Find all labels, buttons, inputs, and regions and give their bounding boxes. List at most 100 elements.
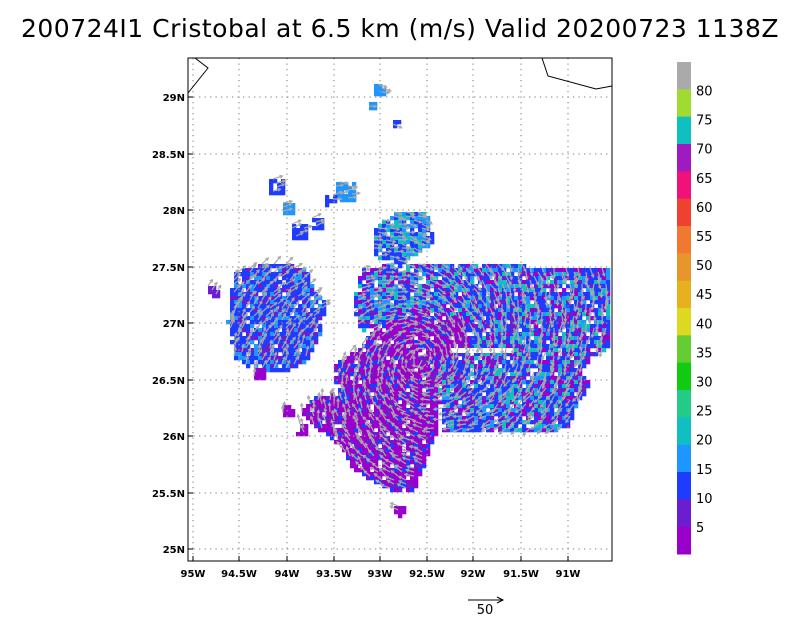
echo-cell [394, 260, 399, 265]
wind-vector-arrowhead [547, 349, 552, 354]
echo-cell [382, 336, 387, 341]
echo-cell [394, 408, 399, 413]
echo-cell [502, 376, 507, 381]
echo-cell [294, 320, 299, 325]
wind-vector-arrow [401, 243, 412, 249]
wind-vector-arrowhead [399, 230, 404, 235]
echo-cell [466, 400, 471, 405]
wind-vector-arrow [401, 356, 404, 365]
echo-cell [286, 364, 291, 369]
echo-cell [514, 300, 519, 305]
wind-vector-arrow [533, 291, 537, 300]
echo-cell [498, 356, 503, 361]
echo-cell [526, 380, 531, 385]
echo-cell [514, 372, 519, 377]
wind-vector-arrowhead [493, 306, 498, 311]
echo-cell [282, 320, 287, 325]
echo-cell [450, 300, 455, 305]
wind-vector-arrow [409, 295, 420, 300]
wind-vector-arrow [369, 318, 376, 325]
echo-cell [494, 380, 499, 385]
wind-vector-arrowhead [299, 318, 303, 323]
echo-cell [250, 288, 255, 293]
echo-cell [454, 324, 459, 329]
echo-cell [410, 352, 415, 357]
echo-cell [250, 304, 255, 309]
echo-cell [362, 408, 367, 413]
echo-cell [344, 186, 349, 191]
echo-cell [394, 432, 399, 437]
wind-vector-arrow [285, 318, 292, 325]
echo-cell [306, 280, 311, 285]
echo-cell [582, 328, 587, 333]
echo-cell [598, 312, 603, 317]
echo-cell [234, 328, 239, 333]
echo-cell [302, 320, 307, 325]
echo-cell [394, 484, 399, 489]
wind-vector-arrowhead [530, 328, 535, 333]
echo-cell [258, 352, 263, 357]
echo-cell [346, 360, 351, 365]
echo-cell [304, 424, 309, 429]
echo-cell [318, 428, 323, 433]
echo-cell [402, 344, 407, 349]
echo-cell [290, 364, 295, 369]
echo-cell [338, 376, 343, 381]
wind-vector-arrow [377, 308, 386, 313]
echo-cell [274, 320, 279, 325]
echo-cell [394, 476, 399, 481]
echo-cell [394, 376, 399, 381]
echo-cell [442, 276, 447, 281]
wind-vector-arrowhead [578, 368, 583, 373]
echo-cell [370, 372, 375, 377]
echo-cell [326, 432, 331, 437]
echo-cell [374, 388, 379, 393]
wind-vector-arrow [257, 311, 263, 321]
echo-cell [430, 400, 435, 405]
echo-cell [262, 312, 267, 317]
echo-cell [542, 296, 547, 301]
wind-vector-arrowhead [554, 343, 559, 348]
echo-cell [390, 348, 395, 353]
wind-vector-arrowhead [508, 281, 512, 286]
echo-cell [582, 324, 587, 329]
echo-cell [522, 428, 527, 433]
wind-vector-arrow [467, 367, 475, 377]
echo-cell [258, 372, 263, 377]
wind-vector-arrow [253, 325, 259, 333]
wind-vector-arrowhead [439, 305, 444, 309]
wind-vector-arrowhead [442, 290, 447, 295]
echo-cell [546, 272, 551, 277]
echo-cell [578, 276, 583, 281]
echo-cell [530, 404, 535, 409]
echo-cell [518, 268, 523, 273]
wind-vector-arrowhead [379, 237, 384, 242]
wind-vector-arrow [277, 281, 286, 289]
wind-vector-arrow [313, 310, 320, 317]
echo-cell [230, 288, 235, 293]
wind-vector-arrow [273, 287, 281, 293]
echo-cell [526, 420, 531, 425]
wind-vector-arrowhead [445, 269, 450, 273]
echo-cell [494, 408, 499, 413]
wind-vector-arrow [353, 306, 363, 313]
wind-vector-arrow [550, 359, 555, 369]
echo-cell [554, 348, 559, 353]
echo-cell [418, 368, 423, 373]
echo-cell [570, 280, 575, 285]
echo-cell [554, 292, 559, 297]
wind-vector-arrowhead [237, 278, 242, 282]
echo-cell [538, 380, 543, 385]
wind-vector-arrowhead [301, 292, 306, 296]
echo-cell [414, 292, 419, 297]
wind-vector-arrow [489, 283, 497, 292]
echo-cell [482, 308, 487, 313]
echo-cell [494, 316, 499, 321]
echo-cell [446, 292, 451, 297]
wind-vector-arrowhead [384, 252, 389, 257]
echo-cell [322, 424, 327, 429]
echo-cell [394, 392, 399, 397]
echo-cell [426, 388, 431, 393]
echo-cell [466, 336, 471, 341]
echo-cell [526, 284, 531, 289]
